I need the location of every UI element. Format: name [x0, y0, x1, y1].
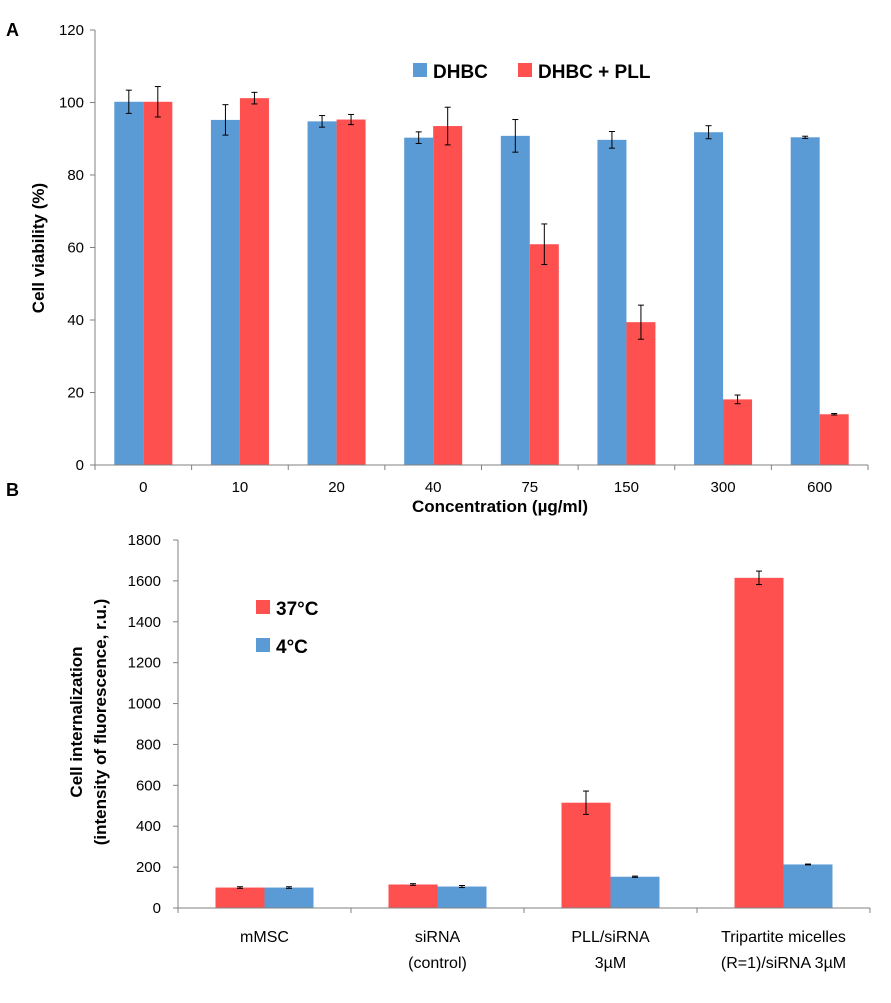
x-tick-label: 0	[139, 479, 147, 496]
y-tick-label: 600	[136, 777, 161, 794]
y-tick-label: 80	[67, 167, 84, 184]
x-tick-label: 75	[521, 479, 538, 496]
x-tick-label: 10	[232, 479, 249, 496]
bar-4c	[610, 876, 660, 908]
y-tick-label: 100	[59, 95, 84, 112]
legend-swatch-dhbc	[413, 63, 427, 77]
bar-37c	[388, 884, 438, 908]
x-tick-label: PLL/siRNA	[571, 929, 650, 946]
y-tick-label: 1600	[128, 573, 161, 590]
bar-dhbc	[500, 135, 530, 465]
y-tick-label: 200	[136, 859, 161, 876]
y-tick-label: 20	[67, 385, 84, 402]
x-tick-label: 150	[614, 479, 639, 496]
x-tick-label: (control)	[408, 955, 467, 972]
bar-dhbc	[694, 132, 724, 465]
y-tick-label: 1200	[128, 655, 161, 672]
y-tick-label: 1800	[128, 532, 161, 549]
bar-dhbc-pll	[143, 101, 173, 466]
bar-37c	[561, 802, 611, 908]
bar-37c	[215, 887, 265, 908]
y-axis-title-line1: Cell internalization	[67, 646, 86, 797]
chart-b: 0 200 400 600 800 1000 1200 1400 1600 1800 mMSC siR…	[67, 532, 871, 972]
legend-swatch-dhbc-pll	[518, 63, 532, 77]
x-tick-label: 300	[711, 479, 736, 496]
bar-dhbc	[210, 119, 240, 466]
y-tick-label: 60	[67, 240, 84, 257]
y-tick-label: 40	[67, 312, 84, 329]
bar-dhbc-pll	[336, 119, 366, 465]
bar-4c	[437, 886, 487, 908]
bar-dhbc	[307, 121, 337, 465]
bar-dhbc-pll	[239, 98, 269, 466]
legend-label-37c: 37°C	[276, 599, 319, 620]
x-axis-title: Concentration (µg/ml)	[412, 497, 588, 516]
y-tick-label: 400	[136, 818, 161, 835]
x-tick-label: (R=1)/siRNA 3µM	[721, 955, 846, 972]
legend-label-4c: 4°C	[276, 637, 308, 658]
chart-a: 0 20 40 60 80 100 120 0 10 20 40 75 150 300 600 Concent…	[29, 22, 869, 516]
bar-4c	[264, 887, 314, 908]
bar-dhbc	[597, 139, 627, 465]
y-tick-label: 120	[59, 22, 84, 39]
bar-dhbc-pll	[723, 399, 753, 465]
y-tick-label: 800	[136, 736, 161, 753]
bar-dhbc	[790, 137, 820, 466]
legend-label-dhbc-pll: DHBC + PLL	[538, 62, 651, 83]
y-tick-label: 0	[153, 900, 161, 917]
bar-dhbc	[114, 101, 144, 466]
y-axis-title: Cell viability (%)	[29, 183, 48, 313]
bar-dhbc-pll	[626, 322, 656, 465]
bar-dhbc-pll	[819, 414, 849, 465]
x-tick-label: mMSC	[240, 929, 289, 946]
x-tick-label: siRNA	[415, 929, 461, 946]
legend-swatch-4c	[256, 638, 270, 652]
bar-dhbc-pll	[529, 244, 559, 465]
panel-a-letter: A	[6, 20, 19, 40]
bar-dhbc	[404, 137, 434, 465]
y-tick-label: 0	[76, 457, 84, 474]
bar-37c	[734, 577, 784, 908]
y-axis-title-line2: (intensity of fluorescence, r.u.)	[91, 599, 110, 846]
panel-b-letter: B	[6, 480, 19, 500]
bar-4c	[783, 864, 833, 908]
x-tick-label: 3µM	[595, 955, 626, 972]
x-tick-label: 20	[328, 479, 345, 496]
y-tick-label: 1400	[128, 614, 161, 631]
legend-label-dhbc: DHBC	[433, 62, 488, 83]
x-tick-label: 40	[425, 479, 442, 496]
y-tick-label: 1000	[128, 696, 161, 713]
x-tick-label: Tripartite micelles	[721, 929, 846, 946]
bar-dhbc-pll	[433, 126, 463, 465]
legend-swatch-37c	[256, 600, 270, 614]
x-tick-label: 600	[807, 479, 832, 496]
